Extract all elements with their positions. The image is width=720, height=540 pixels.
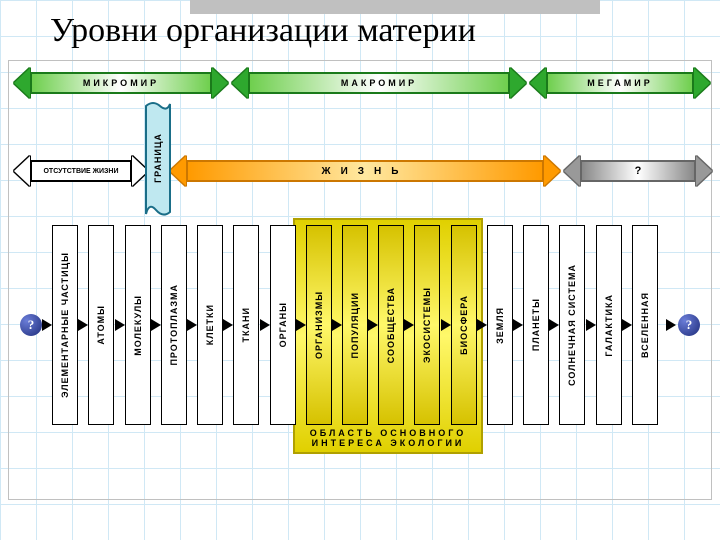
column-label: КЛЕТКИ	[205, 304, 215, 345]
column-12: ЗЕМЛЯ	[487, 225, 513, 425]
column-label: ВСЕЛЕННАЯ	[640, 292, 650, 358]
column-label: СООБЩЕСТВА	[386, 287, 396, 363]
ecology-label: ОБЛАСТЬ ОСНОВНОГО ИНТЕРЕСА ЭКОЛОГИИ	[295, 428, 481, 448]
flow-arrow-icon	[666, 319, 676, 331]
question-left: ?	[20, 314, 42, 336]
arrow-label: МЕГАМИР	[546, 72, 694, 94]
column-1: АТОМЫ	[88, 225, 114, 425]
flow-arrow-icon	[78, 319, 88, 331]
column-2: МОЛЕКУЛЫ	[125, 225, 151, 425]
column-label: ЭЛЕМЕНТАРНЫЕ ЧАСТИЦЫ	[60, 252, 70, 398]
flow-arrow-icon	[477, 319, 487, 331]
column-8: ПОПУЛЯЦИИ	[342, 225, 368, 425]
page-title: Уровни организации материи	[0, 12, 720, 50]
column-7: ОРГАНИЗМЫ	[306, 225, 332, 425]
flow-arrow-icon	[42, 319, 52, 331]
column-6: ОРГАНЫ	[270, 225, 296, 425]
horizontal-arrow: ЖИЗНЬ	[172, 160, 558, 182]
column-5: ТКАНИ	[233, 225, 259, 425]
column-label: ОРГАНЫ	[278, 302, 288, 347]
arrow-label: МИКРОМИР	[30, 72, 212, 94]
flow-arrow-icon	[513, 319, 523, 331]
column-label: ПРОТОПЛАЗМА	[169, 284, 179, 366]
flow-arrow-icon	[187, 319, 197, 331]
column-10: ЭКОСИСТЕМЫ	[414, 225, 440, 425]
column-label: МОЛЕКУЛЫ	[133, 295, 143, 356]
column-label: ПЛАНЕТЫ	[531, 298, 541, 351]
flow-arrow-icon	[549, 319, 559, 331]
flow-arrow-icon	[115, 319, 125, 331]
column-3: ПРОТОПЛАЗМА	[161, 225, 187, 425]
flow-arrow-icon	[260, 319, 270, 331]
flow-arrow-icon	[223, 319, 233, 331]
column-9: СООБЩЕСТВА	[378, 225, 404, 425]
flow-arrow-icon	[151, 319, 161, 331]
horizontal-arrow: МЕГАМИР	[532, 72, 708, 94]
column-label: ЗЕМЛЯ	[495, 307, 505, 344]
flow-arrow-icon	[404, 319, 414, 331]
column-label: БИОСФЕРА	[459, 295, 469, 355]
arrow-label: МАКРОМИР	[248, 72, 510, 94]
horizontal-arrow: ?	[566, 160, 710, 182]
flow-arrow-icon	[332, 319, 342, 331]
arrow-label: ?	[580, 160, 696, 182]
column-label: ОРГАНИЗМЫ	[314, 291, 324, 359]
flow-arrow-icon	[441, 319, 451, 331]
horizontal-arrow: МИКРОМИР	[16, 72, 226, 94]
columns-row: ? ЭЛЕМЕНТАРНЫЕ ЧАСТИЦЫ АТОМЫ МОЛЕКУЛЫ ПРОТОП…	[18, 225, 702, 425]
flow-arrow-icon	[622, 319, 632, 331]
arrow-label: ОТСУТСТВИЕ ЖИЗНИ	[30, 160, 132, 182]
column-11: БИОСФЕРА	[451, 225, 477, 425]
column-0: ЭЛЕМЕНТАРНЫЕ ЧАСТИЦЫ	[52, 225, 78, 425]
column-label: ГАЛАКТИКА	[604, 294, 614, 357]
column-label: ЭКОСИСТЕМЫ	[422, 287, 432, 363]
column-4: КЛЕТКИ	[197, 225, 223, 425]
column-label: ТКАНИ	[241, 307, 251, 342]
arrow-label: ЖИЗНЬ	[186, 160, 544, 182]
column-label: СОЛНЕЧНАЯ СИСТЕМА	[567, 264, 577, 386]
ecology-label-text: ОБЛАСТЬ ОСНОВНОГО ИНТЕРЕСА ЭКОЛОГИИ	[295, 428, 481, 448]
flow-arrow-icon	[586, 319, 596, 331]
granitsa-block: ГРАНИЦА	[143, 98, 173, 218]
flow-arrow-icon	[296, 319, 306, 331]
horizontal-arrow: ОТСУТСТВИЕ ЖИЗНИ	[16, 160, 146, 182]
column-label: АТОМЫ	[96, 305, 106, 345]
column-14: СОЛНЕЧНАЯ СИСТЕМА	[559, 225, 585, 425]
column-16: ВСЕЛЕННАЯ	[632, 225, 658, 425]
column-label: ПОПУЛЯЦИИ	[350, 292, 360, 359]
horizontal-arrow: МАКРОМИР	[234, 72, 524, 94]
column-15: ГАЛАКТИКА	[596, 225, 622, 425]
question-right: ?	[678, 314, 700, 336]
column-13: ПЛАНЕТЫ	[523, 225, 549, 425]
granitsa-label: ГРАНИЦА	[153, 133, 163, 183]
flow-arrow-icon	[368, 319, 378, 331]
